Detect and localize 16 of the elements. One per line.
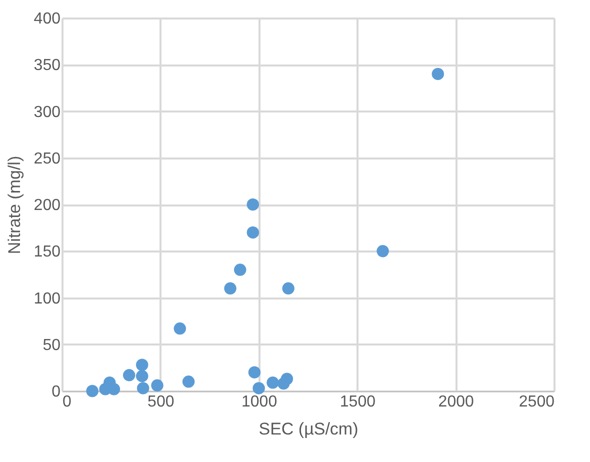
x-tick-label: 500 xyxy=(148,394,174,410)
y-tick-label: 250 xyxy=(34,150,61,168)
x-axis-title: SEC (µS/cm) xyxy=(258,420,358,438)
y-tick-label: 150 xyxy=(34,244,61,261)
x-tick-label: 0 xyxy=(62,394,72,410)
y-tick-label: 100 xyxy=(34,290,61,308)
y-tick-label: 300 xyxy=(34,104,61,121)
x-tick-label: 2000 xyxy=(438,394,474,410)
y-tick-label: 50 xyxy=(42,336,61,354)
y-tick-label: 200 xyxy=(34,197,61,214)
x-tick-label: 1000 xyxy=(242,394,278,410)
y-tick-label: 350 xyxy=(34,57,61,74)
x-tick-label: 1500 xyxy=(340,394,376,410)
x-tick-label: 2500 xyxy=(518,394,555,410)
y-axis-title: Nitrate (mg/l) xyxy=(4,156,24,254)
y-tick-label: 400 xyxy=(34,10,61,28)
